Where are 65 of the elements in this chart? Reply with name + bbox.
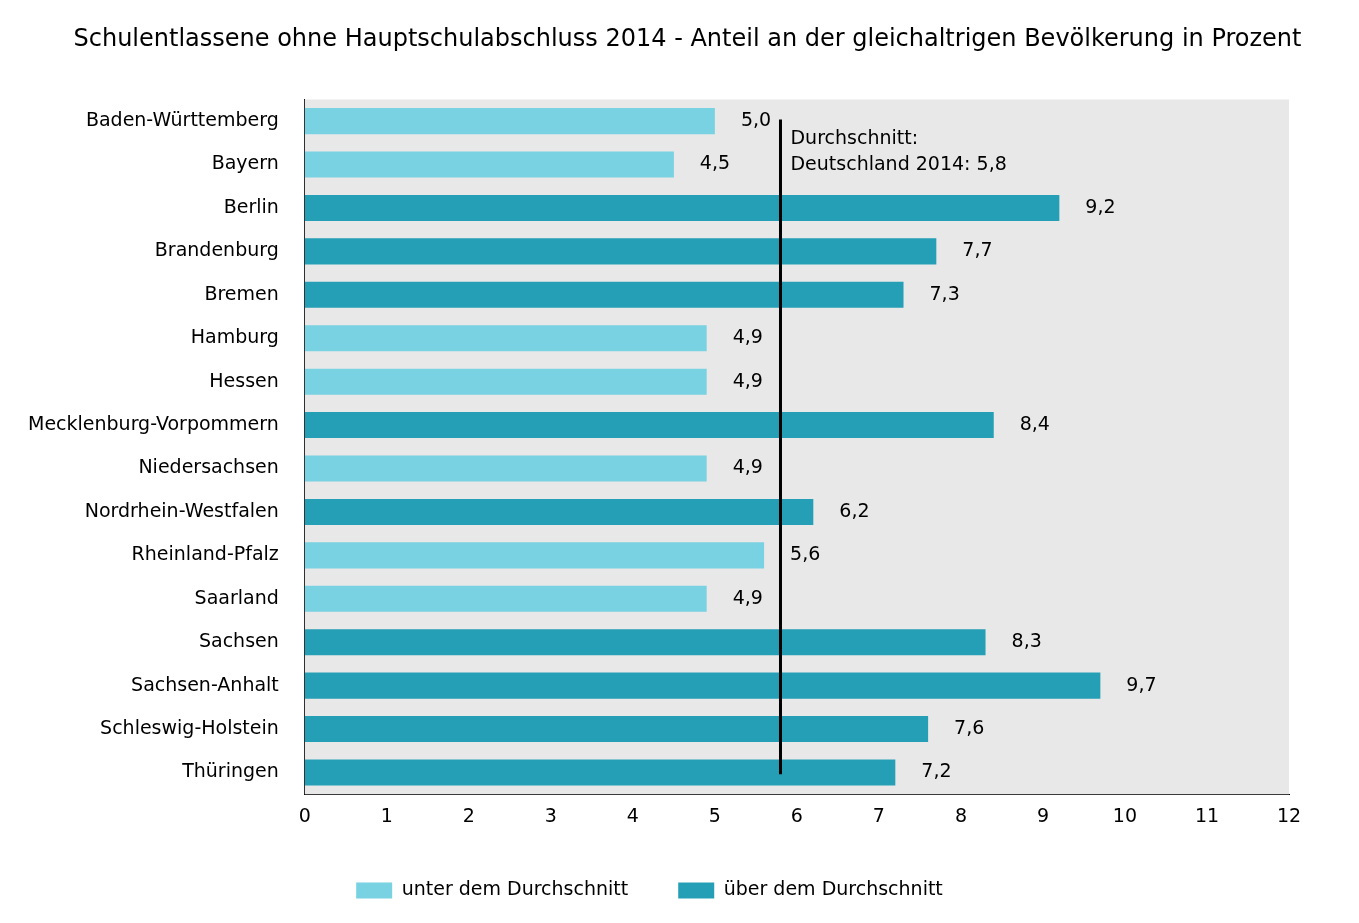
bar: [304, 281, 904, 308]
data-label: 9,2: [1085, 194, 1116, 217]
y-tick-label: Sachsen: [198, 629, 279, 652]
y-tick-label: Berlin: [223, 194, 279, 217]
bar: [304, 151, 674, 178]
bar: [304, 368, 707, 395]
x-tick-label: 12: [1276, 803, 1302, 826]
data-label: 8,3: [1011, 629, 1042, 652]
x-tick-label: 11: [1194, 803, 1220, 826]
bar: [304, 716, 929, 743]
data-label: 7,7: [962, 238, 993, 261]
bar: [304, 672, 1101, 699]
x-tick-label: 0: [298, 803, 311, 826]
bar: [304, 108, 715, 135]
x-tick-label: 4: [626, 803, 639, 826]
bar: [304, 542, 765, 569]
x-tick-label: 1: [380, 803, 393, 826]
data-label: 4,5: [699, 151, 731, 174]
y-tick-label: Baden-Württemberg: [85, 108, 279, 131]
data-label: 5,0: [740, 108, 772, 131]
bar: [304, 238, 937, 265]
y-tick-label: Hessen: [209, 368, 279, 391]
bar: [304, 759, 896, 786]
data-label: 4,9: [732, 455, 763, 478]
data-label: 4,9: [732, 325, 763, 348]
x-tick-label: 3: [544, 803, 557, 826]
bar: [304, 325, 707, 352]
y-tick-label: Brandenburg: [154, 238, 279, 261]
y-tick-label: Niedersachsen: [138, 455, 279, 478]
x-tick-label: 8: [954, 803, 967, 826]
bar: [304, 455, 707, 482]
data-label: 7,3: [929, 281, 960, 304]
legend-label: unter dem Durchschnitt: [401, 877, 629, 900]
x-tick-label: 5: [708, 803, 721, 826]
chart-title: Schulentlassene ohne Hauptschulabschluss 2014 - Anteil an der gleichaltrigen Bevölkerung in Prozent: [72, 24, 1303, 52]
data-label: 5,6: [790, 542, 821, 565]
x-tick-label: 9: [1036, 803, 1049, 826]
data-label: 4,9: [732, 368, 763, 391]
data-label: 7,2: [921, 759, 952, 782]
y-tick-label: Nordrhein-Westfalen: [84, 498, 279, 521]
data-label: 4,9: [732, 585, 763, 608]
data-label: 6,2: [839, 498, 870, 521]
data-label: 7,6: [954, 716, 985, 738]
bar: [304, 498, 814, 525]
data-label: 9,7: [1126, 672, 1157, 695]
y-tick-label: Rheinland-Pfalz: [131, 542, 279, 565]
bar: [304, 412, 994, 439]
legend-label: über dem Durchschnitt: [723, 877, 943, 900]
bar: [304, 629, 986, 656]
y-tick-label: Saarland: [194, 585, 279, 608]
ref-line-label: Durchschnitt: Deutschland 2014: 5,8: [790, 126, 1007, 175]
y-tick-label: Hamburg: [190, 325, 279, 348]
bar: [304, 585, 707, 612]
x-tick-label: 2: [462, 803, 475, 826]
data-label: 8,4: [1019, 412, 1050, 435]
y-tick-label: Mecklenburg-Vorpommern: [28, 412, 279, 435]
y-tick-label: Bayern: [211, 151, 279, 174]
y-tick-label: Sachsen-Anhalt: [131, 672, 279, 695]
x-tick-label: 7: [872, 803, 885, 826]
y-tick-label: Thüringen: [181, 759, 279, 782]
x-tick-label: 10: [1112, 803, 1138, 826]
x-tick-label: 6: [790, 803, 803, 826]
y-tick-label: Bremen: [204, 281, 279, 304]
y-tick-label: Schleswig-Holstein: [100, 716, 279, 738]
bar: [304, 194, 1060, 221]
